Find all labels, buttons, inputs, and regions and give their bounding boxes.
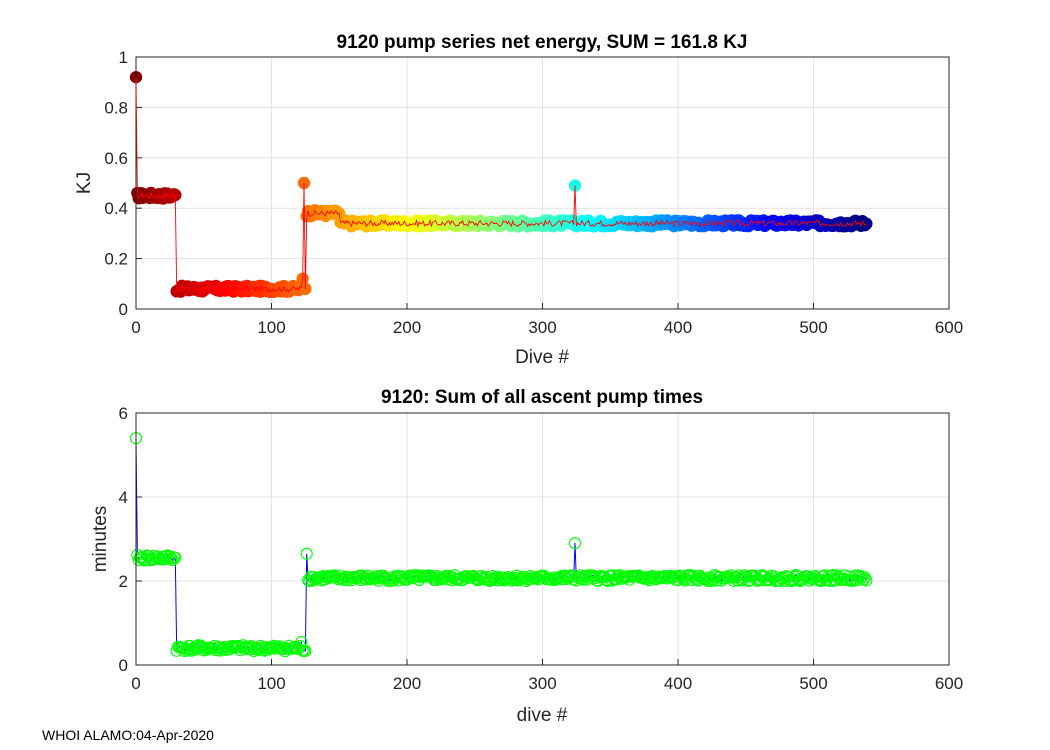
pump-time-data-point xyxy=(833,571,846,584)
pump-time-data-point xyxy=(674,569,687,583)
pump-time-x-tick-label: 500 xyxy=(799,674,827,693)
pump-time-y-tick-label: 0 xyxy=(119,656,128,675)
pump-time-y-tick-label: 4 xyxy=(119,488,128,507)
pump-time-x-tick-label: 100 xyxy=(257,674,285,693)
pump-time-x-tick-label: 600 xyxy=(935,674,963,693)
pump-time-data-point xyxy=(449,572,462,586)
energy-x-axis-label: Dive # xyxy=(515,347,569,368)
pump-time-plot-frame xyxy=(135,412,950,666)
pump-time-data-point xyxy=(612,570,625,583)
energy-series-line xyxy=(135,77,867,293)
pump-time-x-tick-label: 400 xyxy=(664,674,692,693)
energy-chart-title: 9120 pump series net energy, SUM = 161.8… xyxy=(337,32,748,53)
energy-x-tick-label: 400 xyxy=(664,318,692,337)
energy-x-tick-label: 500 xyxy=(799,318,827,337)
pump-time-data-point xyxy=(513,573,526,586)
energy-y-tick-label: 0.8 xyxy=(104,98,128,117)
pump-time-data-point xyxy=(163,550,176,563)
energy-axes: 0 100 200 300 400 500 600 0 0.2 0.4 0.6 0.8 1 9120 p… xyxy=(74,32,963,368)
pump-time-data-point xyxy=(148,553,162,566)
energy-x-tick-label: 300 xyxy=(528,318,556,337)
pump-time-data-point xyxy=(216,643,229,656)
pump-time-axes: 0 100 200 300 400 500 600 0 2 4 6 9120: Sum of all… xyxy=(90,387,963,726)
energy-data-point xyxy=(299,282,312,296)
energy-x-tick-label: 600 xyxy=(935,318,963,337)
energy-y-axis-label: KJ xyxy=(74,172,95,194)
pump-time-chart-title: 9120: Sum of all ascent pump times xyxy=(381,387,703,408)
energy-x-tick-label: 0 xyxy=(131,318,140,337)
energy-y-tick-label: 0.6 xyxy=(104,149,128,168)
pump-time-x-axis-label: dive # xyxy=(517,705,568,726)
pump-time-data-point xyxy=(845,574,858,587)
energy-x-tick-label: 100 xyxy=(257,318,285,337)
pump-time-x-tick-label: 200 xyxy=(393,674,421,693)
energy-y-tick-label: 0.2 xyxy=(104,250,128,269)
pump-time-data-point xyxy=(734,573,747,586)
energy-plot-frame xyxy=(135,56,950,310)
pump-time-y-tick-label: 2 xyxy=(119,572,128,591)
pump-time-x-tick-label: 300 xyxy=(528,674,556,693)
pump-time-data-point xyxy=(425,569,438,583)
pump-time-data-point xyxy=(371,570,384,583)
pump-time-data-point xyxy=(816,570,830,583)
pump-time-y-axis-label: minutes xyxy=(90,506,111,573)
energy-y-tick-label: 0 xyxy=(119,300,128,319)
pump-time-data-point xyxy=(559,570,572,583)
footer-stamp: WHOI ALAMO:04-Apr-2020 xyxy=(42,727,214,743)
pump-time-data-point xyxy=(860,574,873,587)
pump-time-data-point xyxy=(568,537,582,550)
energy-y-tick-label: 0.4 xyxy=(104,199,128,218)
pump-time-data-point xyxy=(510,569,523,582)
energy-data-point xyxy=(860,217,873,230)
pump-time-y-tick-label: 6 xyxy=(119,404,128,423)
pump-time-data-point xyxy=(169,551,182,564)
pump-time-data-point xyxy=(299,644,312,657)
pump-time-data-point xyxy=(300,547,313,560)
pump-time-x-tick-label: 0 xyxy=(131,674,140,693)
pump-time-data-point xyxy=(854,571,867,584)
pump-time-data-point xyxy=(159,550,172,563)
energy-y-tick-label: 1 xyxy=(119,48,128,67)
energy-x-tick-label: 200 xyxy=(393,318,421,337)
pump-time-data-point xyxy=(575,572,588,585)
